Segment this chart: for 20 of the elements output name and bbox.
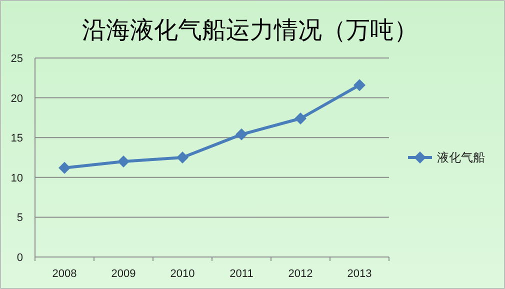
x-tick-label: 2009	[111, 268, 136, 280]
x-tick-label: 2012	[288, 268, 313, 280]
x-tick-label: 2011	[230, 268, 254, 280]
x-tick-label: 2010	[170, 268, 195, 280]
x-tick-label: 2013	[347, 268, 372, 280]
y-tick-label: 25	[10, 53, 23, 65]
point	[294, 112, 306, 124]
point	[354, 79, 366, 92]
point	[176, 152, 188, 164]
point	[58, 162, 70, 174]
y-tick-label: 10	[10, 172, 23, 184]
y-tick-label: 0	[16, 252, 23, 264]
chart-title: 沿海液化气船运力情况（万吨）	[82, 17, 418, 44]
point	[118, 155, 130, 168]
x-tick-label: 2008	[52, 268, 77, 280]
y-tick-label: 15	[10, 132, 23, 145]
y-tick-label: 5	[16, 212, 23, 224]
legend-label: 液化气船	[437, 150, 485, 164]
point	[236, 128, 248, 140]
y-tick-label: 20	[10, 92, 23, 105]
